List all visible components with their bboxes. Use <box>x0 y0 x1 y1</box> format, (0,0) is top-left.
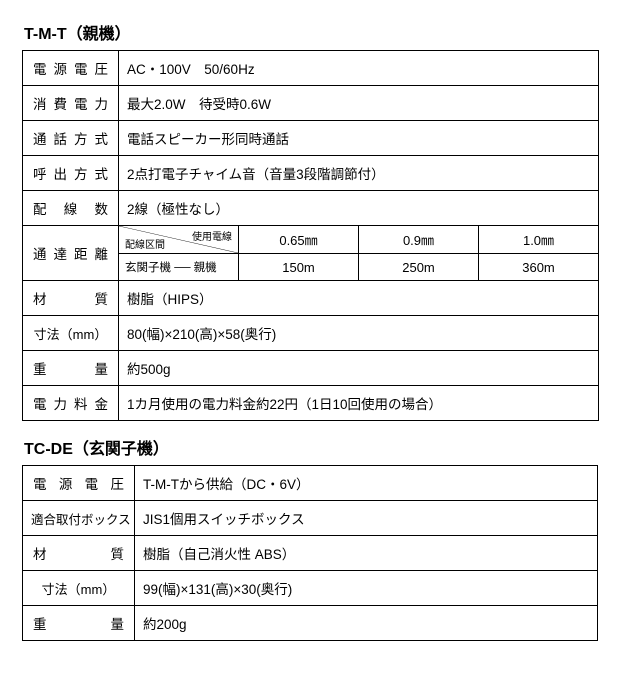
row2-psu-value: T-M-Tから供給（DC・6V） <box>135 466 598 501</box>
wire-sub-row-label: 玄関子機 ── 親機 <box>119 254 239 281</box>
section1-title: T-M-T（親機） <box>24 20 598 44</box>
row-power-value: 最大2.0W 待受時0.6W <box>119 86 599 121</box>
row2-material-value: 樹脂（自己消火性 ABS） <box>135 536 598 571</box>
wire-dist-1: 250m <box>359 254 479 281</box>
row-distance-label: 通達距離 <box>23 226 119 281</box>
row-cost-label: 電力料金 <box>23 386 119 421</box>
row2-weight-label: 重量 <box>23 606 135 641</box>
row-size-label: 寸法（mm） <box>23 316 119 351</box>
row-talk-label: 通話方式 <box>23 121 119 156</box>
row2-box-label: 適合取付ボックス <box>23 501 135 536</box>
wire-dist-2: 360m <box>479 254 599 281</box>
diag-top-label: 使用電線 <box>192 228 232 243</box>
wire-gauge-2: 1.0㎜ <box>479 226 599 254</box>
wire-dist-0: 150m <box>239 254 359 281</box>
row2-box-value: JIS1個用スイッチボックス <box>135 501 598 536</box>
row-cost-value: 1カ月使用の電力料金約22円（1日10回使用の場合） <box>119 386 599 421</box>
row-call-value: 2点打電子チャイム音（音量3段階調節付） <box>119 156 599 191</box>
section2-table: 電源電圧 T-M-Tから供給（DC・6V） 適合取付ボックス JIS1個用スイッ… <box>22 465 598 641</box>
row-size-value: 80(幅)×210(高)×58(奥行) <box>119 316 599 351</box>
row-psu-value: AC・100V 50/60Hz <box>119 51 599 86</box>
row2-material-label: 材質 <box>23 536 135 571</box>
row2-size-value: 99(幅)×131(高)×30(奥行) <box>135 571 598 606</box>
wire-gauge-1: 0.9㎜ <box>359 226 479 254</box>
row-wiring-value: 2線（極性なし） <box>119 191 599 226</box>
row2-weight-value: 約200g <box>135 606 598 641</box>
section1-table: 電源電圧 AC・100V 50/60Hz 消費電力 最大2.0W 待受時0.6W… <box>22 50 599 421</box>
row-talk-value: 電話スピーカー形同時通話 <box>119 121 599 156</box>
row-weight-label: 重量 <box>23 351 119 386</box>
row-power-label: 消費電力 <box>23 86 119 121</box>
row-weight-value: 約500g <box>119 351 599 386</box>
row2-size-label: 寸法（mm） <box>23 571 135 606</box>
diag-bottom-label: 配線区間 <box>125 236 165 251</box>
row-material-value: 樹脂（HIPS） <box>119 281 599 316</box>
row2-psu-label: 電源電圧 <box>23 466 135 501</box>
wire-diag-cell: 使用電線 配線区間 <box>119 226 239 254</box>
row-material-label: 材質 <box>23 281 119 316</box>
wire-gauge-0: 0.65㎜ <box>239 226 359 254</box>
row-wiring-label: 配線数 <box>23 191 119 226</box>
section2-title: TC-DE（玄関子機） <box>24 435 598 459</box>
row-call-label: 呼出方式 <box>23 156 119 191</box>
row-psu-label: 電源電圧 <box>23 51 119 86</box>
